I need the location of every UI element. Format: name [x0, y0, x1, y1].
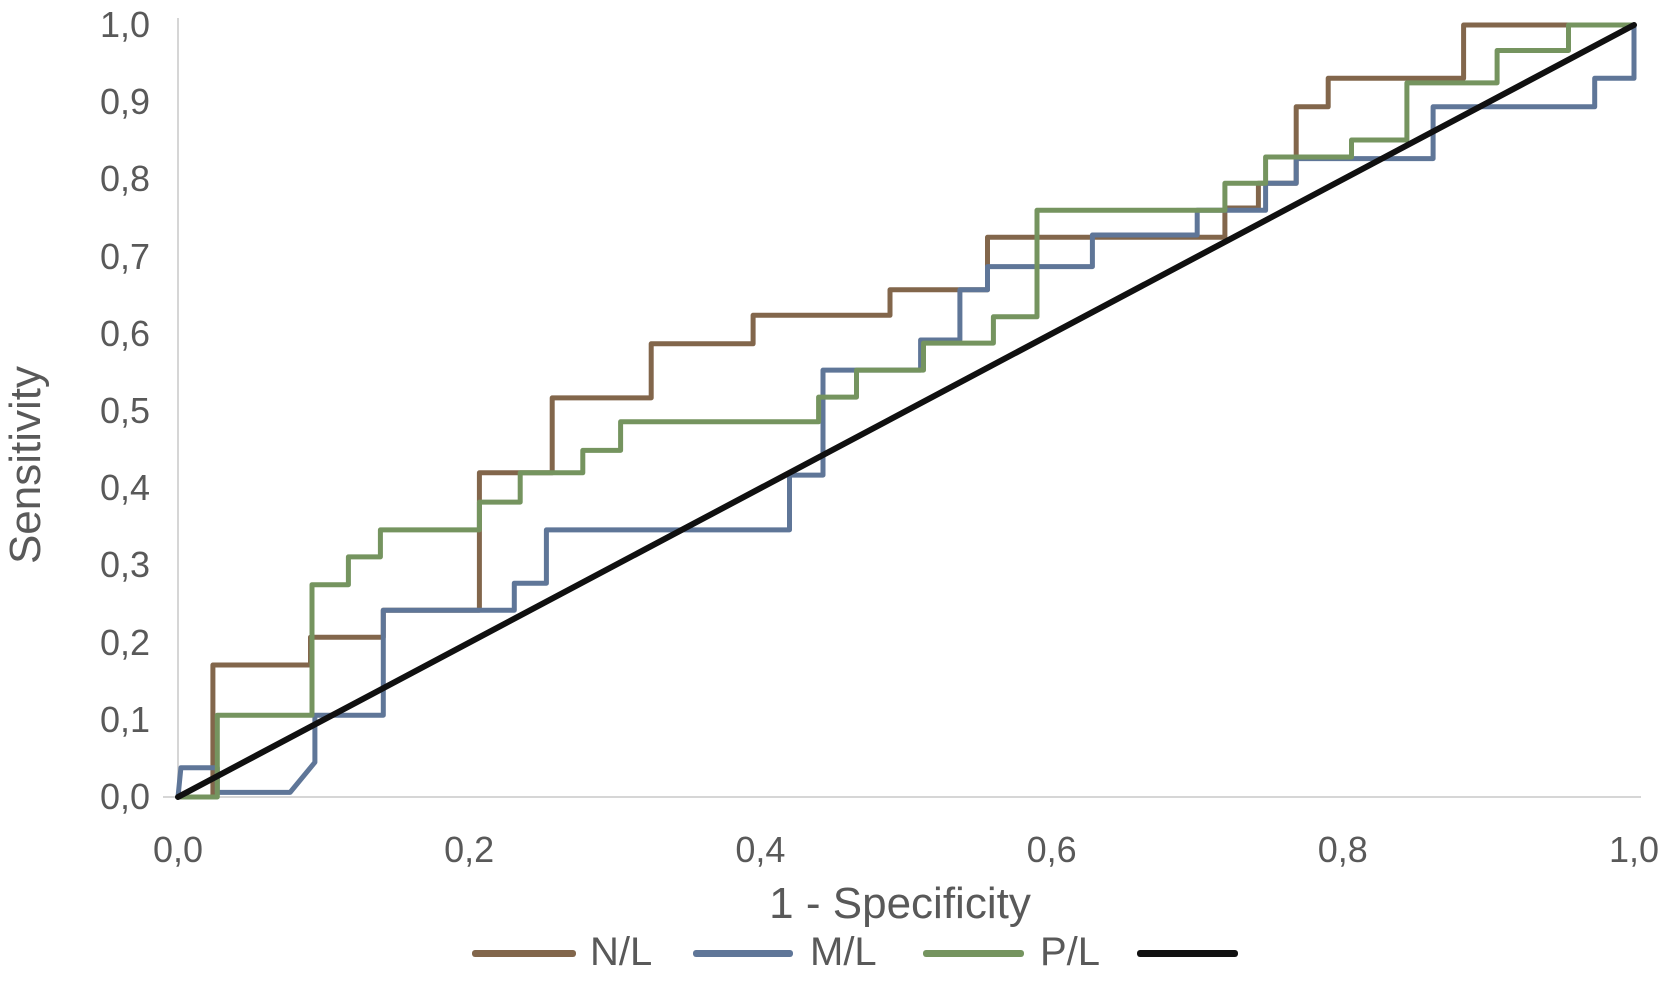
legend-swatch-reference	[1137, 950, 1238, 957]
y-tick-label: 0,5	[99, 390, 150, 431]
x-tick-label: 0,8	[1317, 829, 1368, 870]
legend-label: N/L	[590, 930, 653, 974]
y-tick-label: 0,6	[99, 312, 150, 354]
x-tick-label: 0,0	[152, 829, 204, 870]
x-axis-title: 1 - Specificity	[769, 879, 1031, 928]
legend-label: P/L	[1040, 930, 1101, 974]
x-tick-label: 1,0	[1608, 829, 1660, 870]
y-tick-label: 0,4	[99, 467, 150, 509]
legend-swatch-p-l	[923, 950, 1024, 957]
x-tick-label: 0,6	[1026, 829, 1077, 870]
y-tick-label: 0,0	[99, 776, 150, 817]
legend-swatch-m-l	[693, 950, 793, 957]
y-tick-label: 0,1	[99, 698, 150, 740]
roc-curve-n-l	[175, 22, 1637, 800]
y-axis-title: Sensitivity	[1, 365, 50, 565]
roc-curve-p-l	[175, 22, 1637, 800]
x-tick-label: 0,4	[735, 829, 786, 870]
y-tick-label: 0,8	[99, 158, 150, 200]
y-tick-label: 1,0	[99, 4, 150, 45]
x-tick-label: 0,2	[444, 829, 495, 870]
y-tick-label: 0,9	[99, 81, 150, 123]
y-tick-label: 0,3	[99, 544, 150, 586]
y-tick-label: 0,2	[99, 621, 150, 663]
reference-diagonal-line	[175, 22, 1637, 800]
legend-swatch-n-l	[472, 950, 576, 957]
y-tick-label: 0,7	[99, 235, 150, 277]
legend-label: M/L	[810, 930, 877, 974]
